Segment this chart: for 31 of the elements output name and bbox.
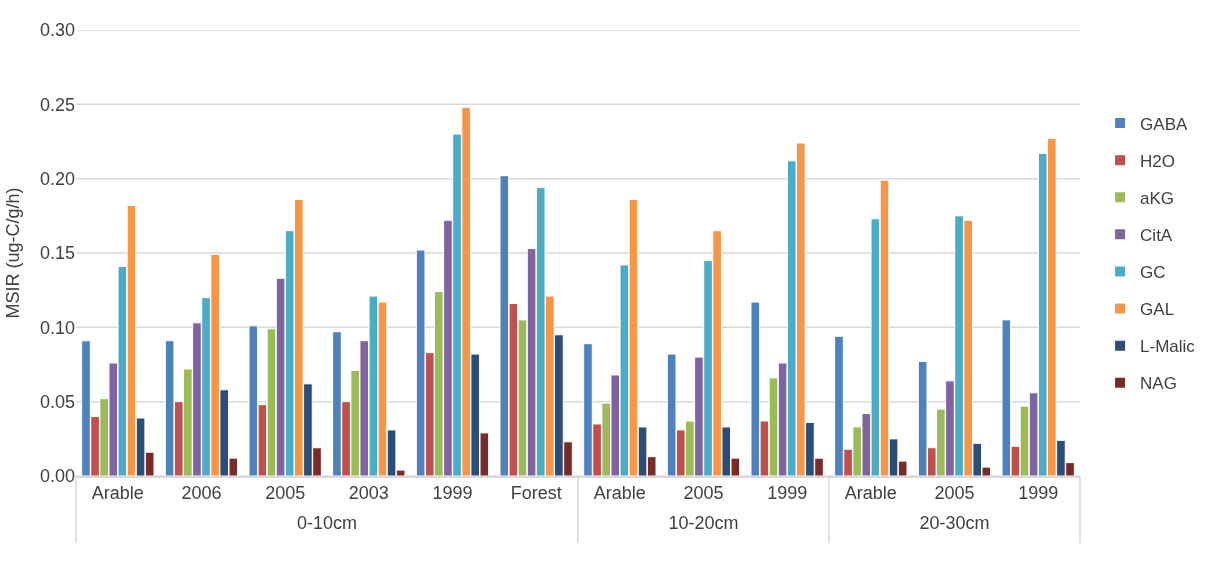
y-axis-title: MSIR (ug-C/g/h) [3,187,24,319]
legend-label: GABA [1140,114,1188,134]
legend-label: L-Malic [1140,337,1196,357]
x-tick-label: 2005 [683,483,724,504]
x-tick-label: 2003 [348,483,389,504]
legend-label: H2O [1140,151,1176,171]
y-tick-label: 0.15 [39,243,75,264]
legend-label: GC [1140,263,1166,283]
y-tick-label: 0.20 [39,168,75,189]
x-axis-title: 20-30cm [919,512,990,533]
legend-label: GAL [1140,300,1175,320]
x-tick-label: 2005 [934,483,975,504]
legend-label: NAG [1140,374,1177,394]
x-tick-label: 2005 [265,483,306,504]
x-tick-label: 1999 [432,483,473,504]
x-tick-label: 1999 [1018,483,1059,504]
x-tick-label: Arable [91,483,144,504]
y-tick-label: 0.10 [39,317,75,338]
legend-label: aKG [1140,188,1175,208]
x-tick-label: Forest [510,483,562,504]
legend-label: CitA [1140,225,1173,245]
x-axis-title: 10-20cm [668,512,739,533]
x-axis-title: 0-10cm [296,512,358,533]
x-tick-label: Arable [844,483,897,504]
x-tick-label: Arable [593,483,646,504]
y-tick-label: 0.00 [39,466,75,487]
y-tick-label: 0.25 [39,94,75,115]
x-tick-label: 2006 [181,483,222,504]
x-tick-label: 1999 [767,483,808,504]
y-tick-label: 0.05 [39,391,75,412]
y-tick-label: 0.30 [39,20,75,41]
